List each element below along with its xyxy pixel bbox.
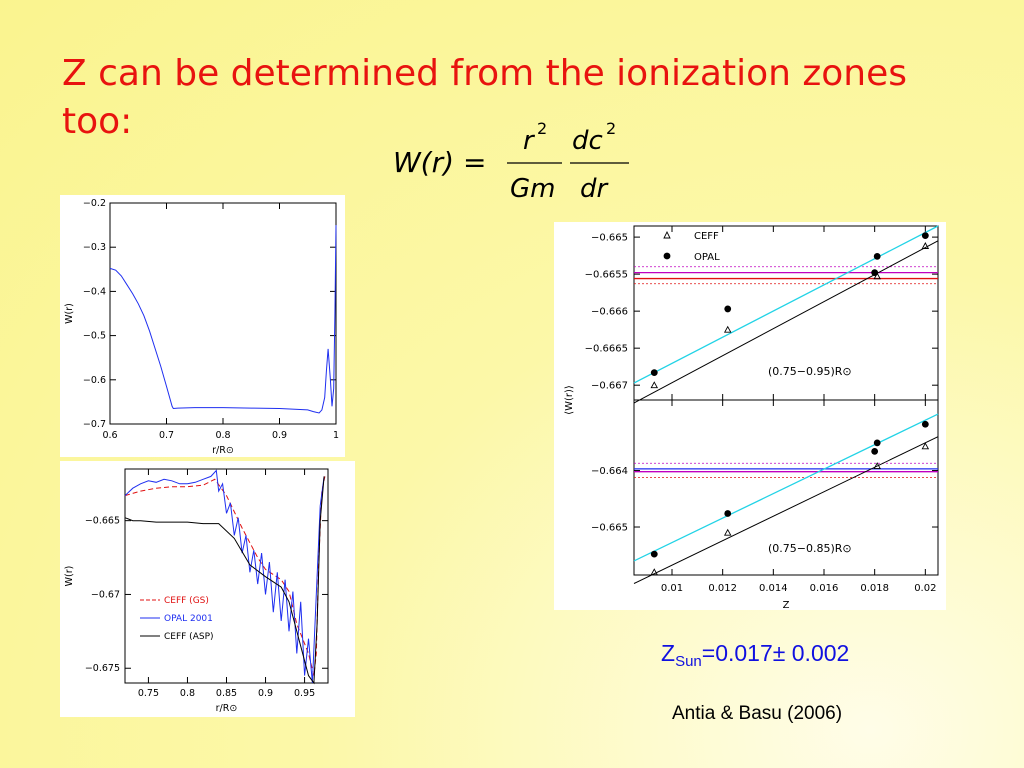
legend-label: CEFF (ASP) [164, 632, 214, 642]
formula-den1: Gm [510, 174, 555, 204]
formula-num1: r [523, 126, 536, 156]
legend-opal-marker [663, 252, 671, 260]
formula-lhs: W(r) = [393, 146, 486, 179]
x-axis-label: r/R⊙ [212, 445, 234, 456]
x-tick-label: 0.016 [810, 583, 839, 594]
y-axis-label: W(r) [64, 566, 75, 587]
ceff-point [873, 462, 881, 469]
y-tick-label: −0.6 [83, 375, 106, 386]
z-sun-base: Z [661, 640, 676, 666]
x-tick-label: 0.95 [294, 688, 315, 699]
range-annotation: (0.75−0.85)R⊙ [768, 542, 852, 555]
series-line [109, 225, 337, 414]
chart-w-vs-z: −0.665 −0.6655 −0.666 −0.6665 −0.667 (0.75−0.… [554, 222, 946, 610]
ceff-point [650, 568, 659, 576]
ceff-point [723, 528, 732, 536]
y-tick-label: −0.675 [85, 663, 120, 674]
ceff-point [650, 381, 659, 389]
x-axis-label: r/R⊙ [216, 703, 238, 714]
y-tick-label: −0.6655 [585, 270, 628, 281]
x-tick-label: 0.018 [860, 583, 889, 594]
ceff-fit-line [633, 240, 939, 404]
opal-point [650, 369, 658, 377]
y-tick-label: −0.667 [591, 381, 628, 392]
series-line [124, 476, 326, 676]
y-tick-label: −0.6665 [585, 344, 628, 355]
y-axis-label: W(r) [64, 303, 75, 324]
opal-point [871, 447, 879, 455]
legend-ceff-marker [663, 230, 671, 239]
y-tick-label: −0.665 [85, 516, 120, 527]
plot-frame [124, 468, 329, 684]
legend-label: CEFF [694, 231, 719, 242]
legend-label: OPAL 2001 [164, 614, 213, 624]
opal-point [873, 252, 881, 260]
y-tick-label: −0.2 [83, 198, 106, 209]
y-axis-label: ⟨W(r)⟩ [564, 385, 575, 415]
x-tick-label: 0.6 [102, 430, 117, 441]
formula-num1-exp: 2 [537, 119, 547, 138]
series-line [124, 469, 325, 684]
x-tick-label: 1 [333, 430, 339, 441]
opal-point [724, 510, 732, 517]
legend-label: CEFF (GS) [164, 596, 209, 606]
y-tick-label: −0.666 [591, 307, 628, 318]
x-tick-label: 0.02 [914, 583, 936, 594]
x-tick-label: 0.8 [180, 688, 195, 699]
y-tick-label: −0.664 [591, 466, 628, 477]
y-tick-label: −0.67 [91, 589, 120, 600]
legend-label: OPAL [694, 252, 720, 263]
y-tick-label: −0.7 [83, 419, 106, 430]
ceff-point [723, 325, 732, 333]
x-axis-label: Z [783, 600, 790, 610]
opal-point [921, 420, 929, 428]
ceff-point [921, 242, 930, 249]
formula-den2: dr [580, 174, 610, 204]
formula-num2: dc [572, 126, 603, 156]
opal-fit-line [633, 225, 939, 384]
y-tick-label: −0.5 [83, 331, 106, 342]
slide-title: Z can be determined from the ionization … [62, 53, 908, 142]
opal-point [873, 439, 881, 447]
x-tick-label: 0.014 [759, 583, 788, 594]
x-tick-label: 0.7 [159, 430, 174, 441]
x-tick-label: 0.9 [272, 430, 287, 441]
y-tick-label: −0.4 [83, 286, 106, 297]
x-tick-label: 0.012 [708, 583, 737, 594]
x-tick-label: 0.01 [661, 583, 683, 594]
z-sun-sub: Sun [675, 653, 702, 670]
ceff-point [873, 272, 881, 280]
formula: W(r) = r 2 Gm dc 2 dr [393, 119, 629, 204]
plot-frame [109, 202, 337, 425]
chart-w-profile-zoom: 0.75 0.8 0.85 0.9 0.95 −0.665 −0.67 −0.675 r/R⊙ W… [60, 461, 355, 717]
formula-num2-exp: 2 [606, 119, 616, 138]
z-sun-result: ZSun=0.017± 0.002 [661, 640, 849, 670]
opal-fit-line [633, 413, 939, 562]
citation: Antia & Basu (2006) [672, 703, 843, 724]
x-tick-label: 0.8 [215, 430, 230, 441]
opal-point [650, 550, 658, 558]
chart-w-profile-full: 0.6 0.7 0.8 0.9 1 −0.2 −0.3 −0.4 −0.5 −0.6 −0.7 r/R… [60, 195, 345, 457]
opal-point [871, 269, 879, 277]
y-tick-label: −0.3 [83, 242, 106, 253]
plot-frame [633, 399, 939, 576]
opal-point [724, 305, 732, 313]
series-line [124, 476, 325, 685]
x-tick-label: 0.9 [258, 688, 273, 699]
z-sun-value: =0.017± 0.002 [701, 640, 850, 666]
opal-point [921, 232, 929, 240]
ceff-fit-line [633, 436, 939, 584]
range-annotation: (0.75−0.95)R⊙ [768, 365, 852, 378]
ceff-point [921, 442, 930, 450]
y-tick-label: −0.665 [591, 523, 628, 534]
x-tick-label: 0.85 [216, 688, 237, 699]
x-tick-label: 0.75 [138, 688, 159, 699]
y-tick-label: −0.665 [591, 233, 628, 244]
